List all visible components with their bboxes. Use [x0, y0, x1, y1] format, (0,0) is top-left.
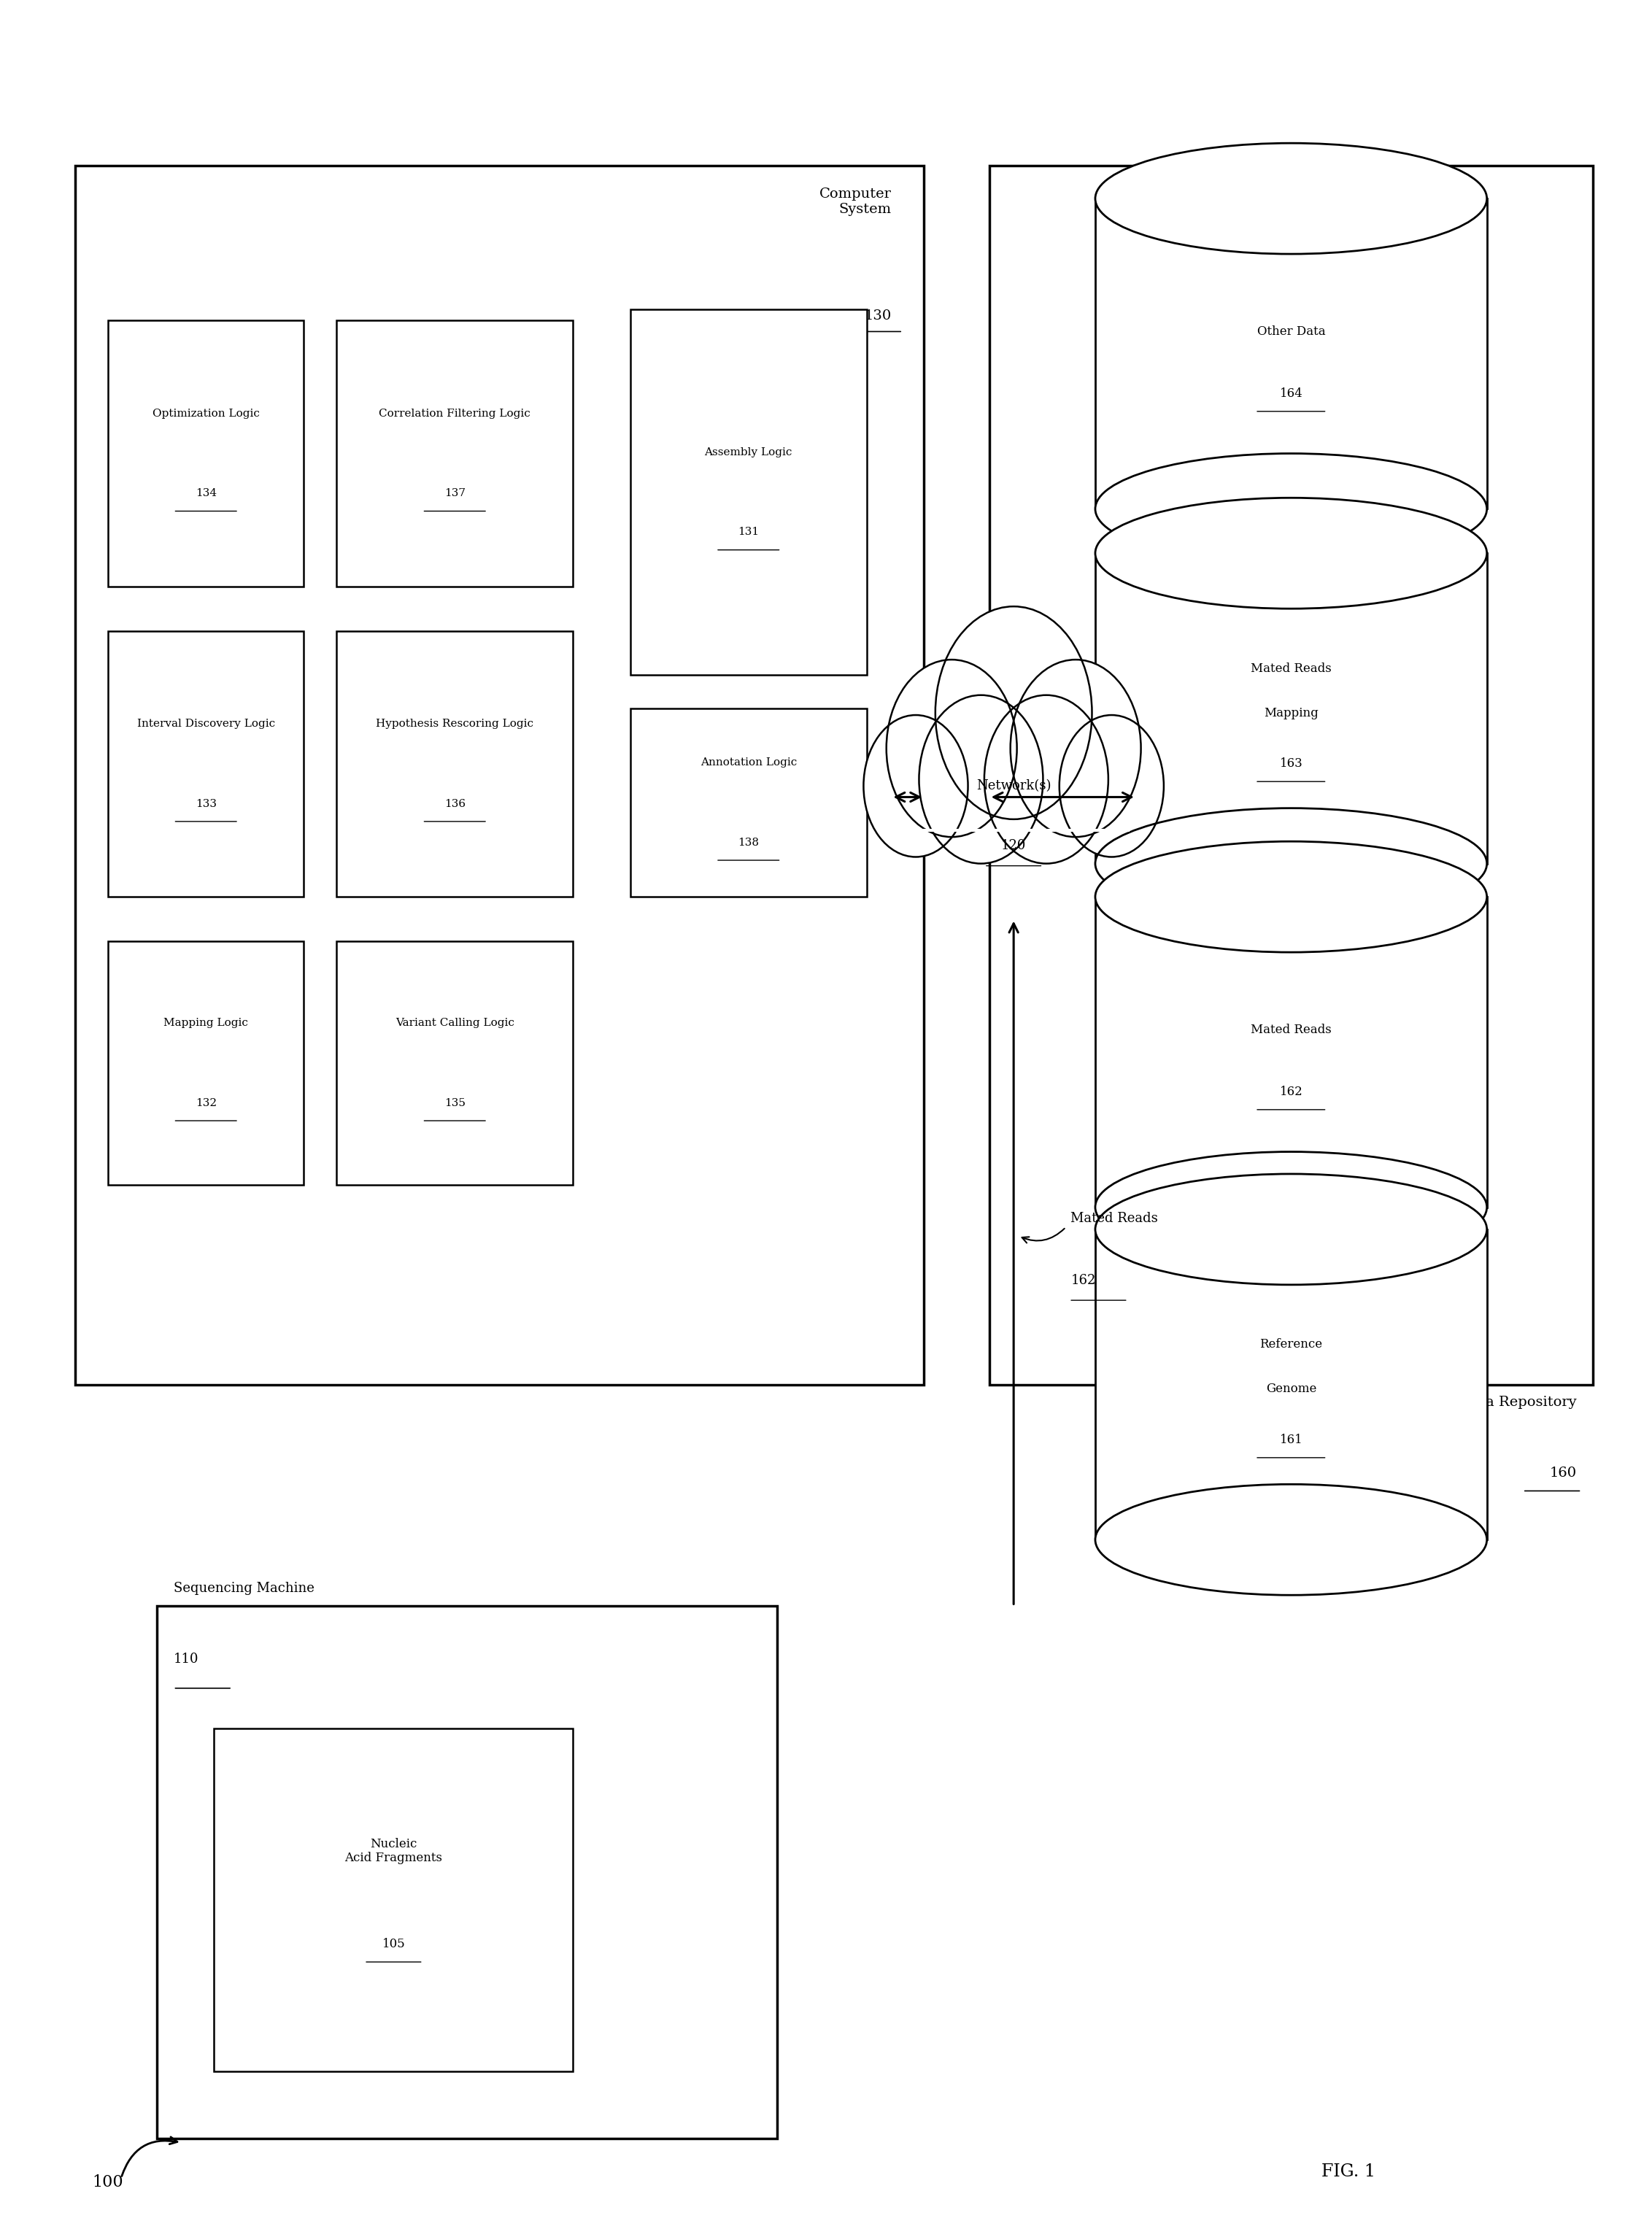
Bar: [337, 320, 573, 586]
Text: Mated Reads: Mated Reads: [1251, 662, 1332, 676]
Text: 138: 138: [738, 837, 758, 848]
Text: Reference: Reference: [1259, 1338, 1323, 1351]
Text: Network(s): Network(s): [976, 778, 1051, 792]
Ellipse shape: [1095, 841, 1487, 953]
Text: 134: 134: [195, 488, 216, 499]
Ellipse shape: [1095, 1152, 1487, 1262]
Ellipse shape: [1011, 660, 1142, 837]
Ellipse shape: [1095, 1485, 1487, 1595]
Text: 120: 120: [1001, 839, 1026, 852]
Text: 132: 132: [195, 1098, 216, 1107]
Text: 100: 100: [93, 2174, 124, 2190]
Text: Mated Reads: Mated Reads: [1070, 1212, 1158, 1226]
Ellipse shape: [1095, 1174, 1487, 1284]
Ellipse shape: [887, 660, 1018, 837]
Text: Mated Reads: Mated Reads: [1251, 1025, 1332, 1036]
Text: 161: 161: [1279, 1434, 1303, 1445]
Text: Interval Discovery Logic: Interval Discovery Logic: [137, 718, 274, 729]
Text: 110: 110: [173, 1653, 198, 1667]
Text: Variant Calling Logic: Variant Calling Logic: [395, 1018, 514, 1029]
Text: Mapping: Mapping: [1264, 707, 1318, 718]
Text: Hypothesis Rescoring Logic: Hypothesis Rescoring Logic: [377, 718, 534, 729]
Text: 135: 135: [444, 1098, 466, 1107]
Bar: [107, 320, 304, 586]
Text: 137: 137: [444, 488, 466, 499]
Text: 105: 105: [382, 1937, 405, 1951]
Bar: [1095, 553, 1487, 863]
Text: 162: 162: [1070, 1273, 1095, 1286]
Ellipse shape: [1095, 808, 1487, 919]
Ellipse shape: [1095, 499, 1487, 608]
Text: Annotation Logic: Annotation Logic: [700, 758, 796, 767]
Ellipse shape: [1095, 143, 1487, 255]
Bar: [990, 166, 1593, 1385]
Ellipse shape: [1059, 716, 1163, 857]
Bar: [1095, 199, 1487, 508]
Text: Genome: Genome: [1265, 1382, 1317, 1396]
Text: 136: 136: [444, 799, 466, 810]
Text: 133: 133: [195, 799, 216, 810]
Ellipse shape: [935, 606, 1092, 819]
Text: Mapping Logic: Mapping Logic: [164, 1018, 248, 1029]
Ellipse shape: [919, 696, 1042, 863]
Bar: [107, 631, 304, 897]
Bar: [1095, 1230, 1487, 1539]
Text: 130: 130: [864, 309, 892, 322]
Ellipse shape: [864, 716, 968, 857]
Text: Data Repository: Data Repository: [1460, 1396, 1576, 1409]
Bar: [337, 631, 573, 897]
Bar: [157, 1606, 776, 2139]
Bar: [899, 743, 1128, 830]
Bar: [215, 1729, 573, 2071]
Text: 160: 160: [1550, 1467, 1576, 1479]
Bar: [107, 942, 304, 1186]
Ellipse shape: [1095, 454, 1487, 564]
Text: 163: 163: [1279, 758, 1303, 770]
Text: Correlation Filtering Logic: Correlation Filtering Logic: [378, 409, 530, 418]
Bar: [629, 709, 867, 897]
Text: 164: 164: [1279, 387, 1303, 400]
Text: Optimization Logic: Optimization Logic: [152, 409, 259, 418]
Text: Sequencing Machine: Sequencing Machine: [173, 1582, 314, 1595]
Bar: [76, 166, 923, 1385]
Bar: [629, 309, 867, 676]
Text: FIG. 1: FIG. 1: [1322, 2163, 1374, 2179]
Bar: [337, 942, 573, 1186]
Text: 131: 131: [738, 528, 760, 537]
Ellipse shape: [985, 696, 1108, 863]
Text: Other Data: Other Data: [1257, 324, 1325, 338]
Text: Computer
System: Computer System: [819, 188, 892, 215]
Text: Assembly Logic: Assembly Logic: [704, 447, 793, 459]
Text: Nucleic
Acid Fragments: Nucleic Acid Fragments: [345, 1839, 443, 1863]
Text: 162: 162: [1279, 1085, 1303, 1098]
Bar: [1095, 897, 1487, 1208]
